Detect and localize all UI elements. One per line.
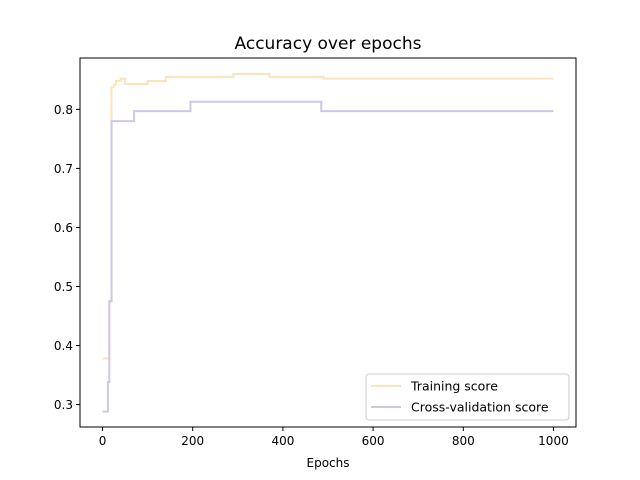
y-tick-label: 0.6 [54, 221, 73, 235]
x-axis-ticks: 0 200 400 600 800 1000 [99, 427, 569, 448]
y-tick-label: 0.7 [54, 162, 73, 176]
x-tick-label: 200 [181, 434, 204, 448]
legend-box [365, 373, 570, 421]
legend-label-cross-validation: Cross-validation score [411, 400, 549, 415]
y-tick-label: 0.5 [54, 280, 73, 294]
x-tick-label: 600 [362, 434, 385, 448]
legend: Training score Cross-validation score [365, 373, 570, 421]
x-tick-label: 800 [452, 434, 475, 448]
series-line-cross-validation [102, 100, 554, 413]
chart-title: Accuracy over epochs [235, 34, 422, 54]
y-tick-label: 0.8 [54, 103, 73, 117]
x-tick-label: 0 [99, 434, 107, 448]
x-tick-label: 400 [271, 434, 294, 448]
series-layer [102, 72, 554, 413]
legend-label-training: Training score [410, 379, 498, 394]
y-axis-ticks: 0.3 0.4 0.5 0.6 0.7 0.8 [54, 103, 80, 412]
x-tick-label: 1000 [538, 434, 569, 448]
series-line-training [102, 72, 554, 360]
x-axis-label: Epochs [307, 456, 350, 470]
plot-area-frame [79, 57, 577, 428]
y-tick-label: 0.3 [54, 398, 73, 412]
y-tick-label: 0.4 [54, 339, 73, 353]
